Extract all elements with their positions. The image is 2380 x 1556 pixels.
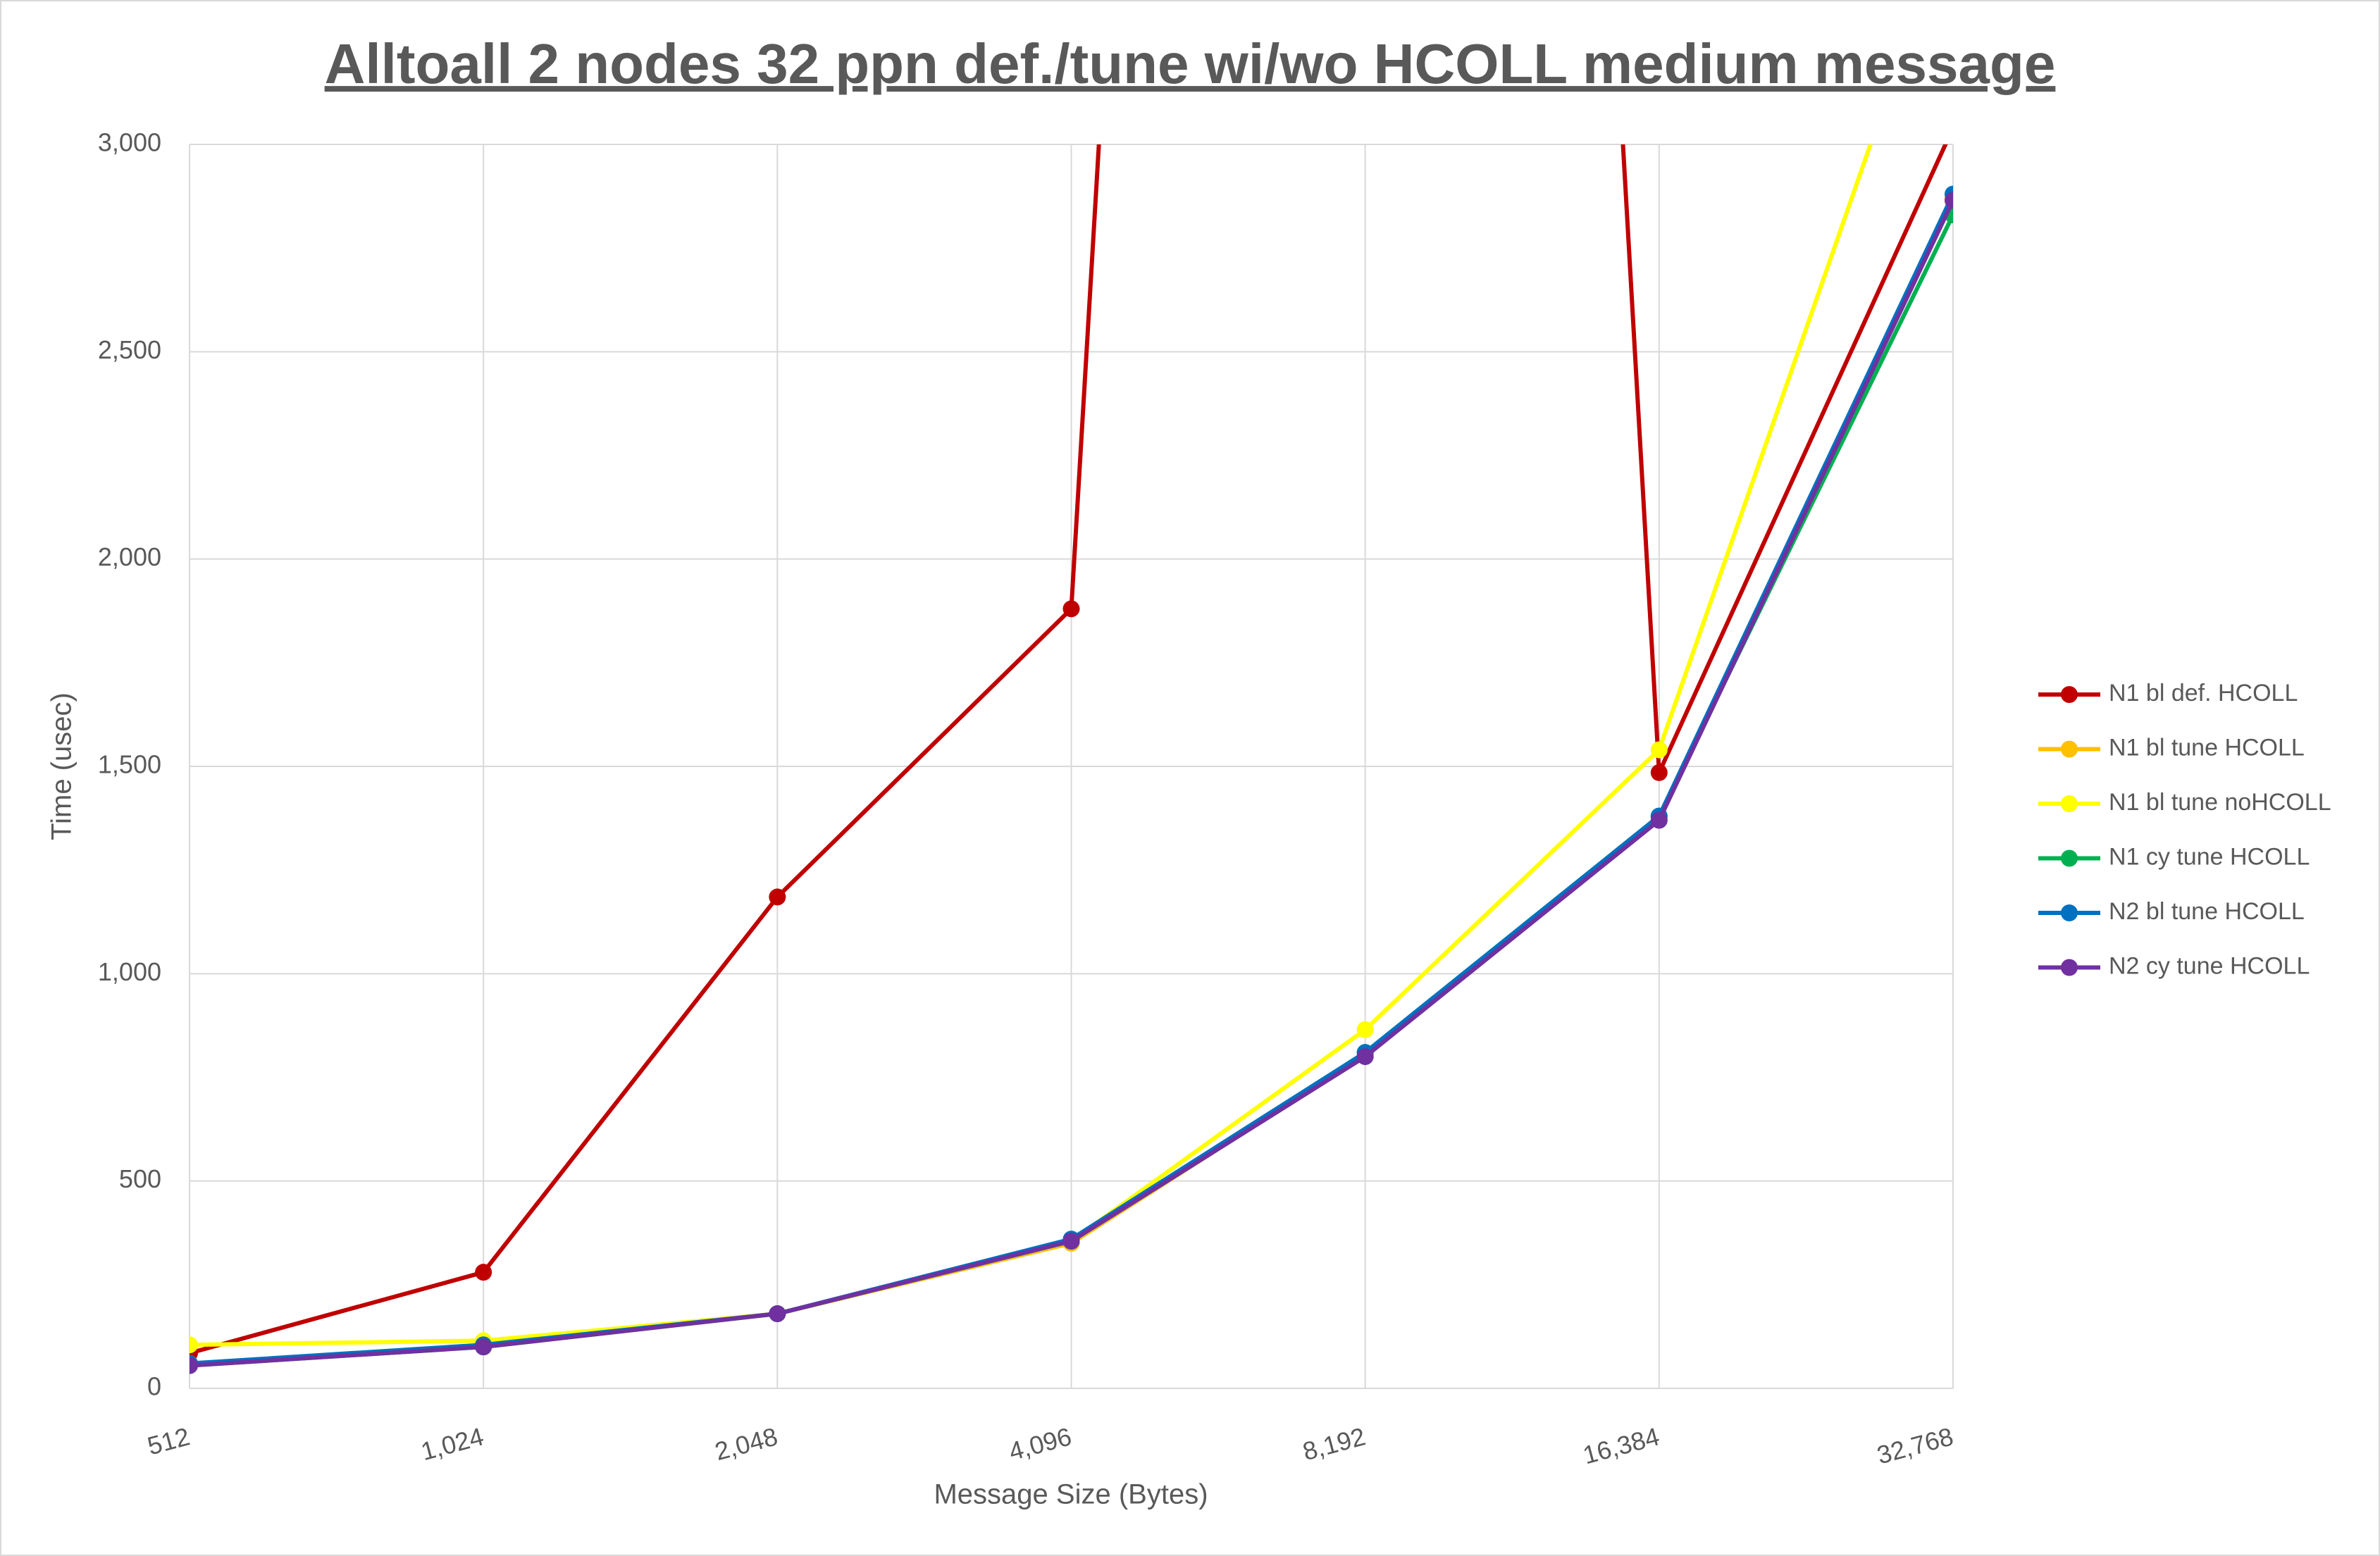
data-point — [769, 1305, 786, 1323]
y-tick-label: 500 — [119, 1164, 161, 1193]
data-point — [1062, 1233, 1080, 1250]
data-point — [1356, 1021, 1374, 1038]
data-point — [1650, 764, 1668, 781]
data-point — [1650, 741, 1668, 759]
data-point — [1062, 600, 1080, 618]
legend-label: N2 bl tune HCOLL — [2109, 898, 2305, 925]
x-axis-title: Message Size (Bytes) — [934, 1479, 1208, 1510]
data-point — [190, 1336, 198, 1354]
data-point — [1356, 1048, 1374, 1066]
y-axis-title: Time (usec) — [47, 692, 78, 840]
legend-label: N2 cy tune HCOLL — [2109, 952, 2310, 979]
legend-label: N1 bl tune noHCOLL — [2109, 789, 2331, 816]
y-tick-label: 3,000 — [98, 128, 161, 157]
y-tick-label: 0 — [147, 1372, 161, 1401]
y-tick-label: 1,000 — [98, 957, 161, 986]
legend-marker — [2061, 795, 2078, 812]
legend-marker — [2061, 740, 2078, 758]
y-tick-label: 1,500 — [98, 750, 161, 779]
legend-marker — [2061, 904, 2078, 921]
legend-label: N1 bl def. HCOLL — [2109, 680, 2298, 707]
data-point — [475, 1264, 492, 1281]
y-tick-label: 2,500 — [98, 335, 161, 364]
legend-marker — [2061, 686, 2078, 703]
legend-label: N1 cy tune HCOLL — [2109, 843, 2310, 870]
legend: N1 bl def. HCOLL N1 bl tune HCOLL N1 bl tu… — [2038, 680, 2331, 979]
data-point — [1650, 811, 1668, 829]
data-point — [475, 1338, 492, 1356]
data-point — [190, 1357, 198, 1374]
legend-label: N1 bl tune HCOLL — [2109, 734, 2305, 761]
data-point — [769, 888, 786, 906]
chart-title: Alltoall 2 nodes 32 ppn def./tune wi/wo … — [325, 32, 2056, 95]
legend-marker — [2061, 959, 2078, 976]
legend-marker — [2061, 849, 2078, 867]
plot-area — [190, 144, 1953, 1374]
data-point — [1945, 192, 1953, 209]
y-tick-label: 2,000 — [98, 542, 161, 571]
